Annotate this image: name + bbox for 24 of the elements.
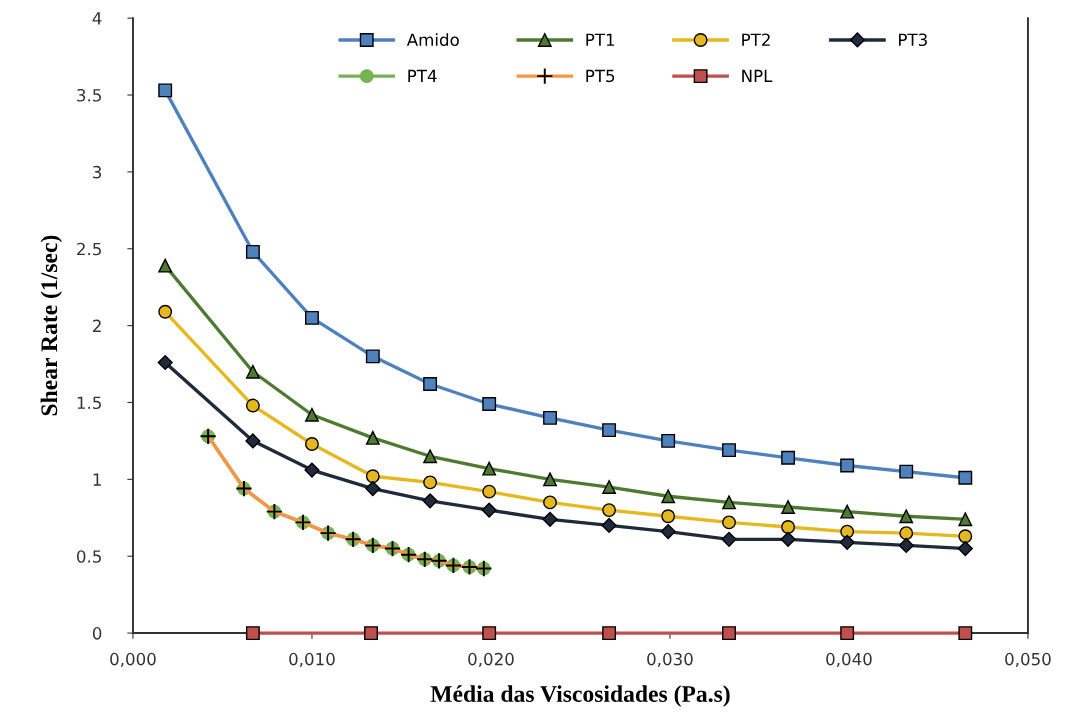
legend-label: Amido <box>406 33 459 47</box>
y-tick-label: 3.5 <box>77 88 101 102</box>
x-tick-label: 0,030 <box>647 652 693 668</box>
x-axis-title: Média das Viscosidades (Pa.s) <box>430 685 730 707</box>
x-tick-label: 0,000 <box>110 652 156 668</box>
x-tick-label: 0,040 <box>826 652 872 668</box>
y-tick-label: 4 <box>92 12 102 25</box>
x-tick-label: 0,050 <box>1005 652 1051 668</box>
legend-label: NPL <box>742 69 773 82</box>
y-tick-label: 2.5 <box>77 242 101 256</box>
legend-label: PT2 <box>742 33 770 46</box>
y-tick-label: 2 <box>93 319 101 332</box>
legend-label: PT4 <box>408 69 437 82</box>
legend-label: PT1 <box>586 33 615 46</box>
y-tick-label: 3 <box>93 165 102 179</box>
x-tick-label: 0,020 <box>468 652 514 668</box>
y-axis-title: Shear Rate (1/sec) <box>40 235 63 416</box>
y-tick-label: 0.5 <box>77 550 101 563</box>
y-tick-label: 1 <box>93 473 101 486</box>
x-tick-label: 0,010 <box>289 652 335 668</box>
legend-label: PT3 <box>899 33 927 47</box>
legend-label: PT5 <box>586 69 615 83</box>
y-tick-label: 1.5 <box>77 396 101 410</box>
y-tick-label: 0 <box>92 627 102 640</box>
